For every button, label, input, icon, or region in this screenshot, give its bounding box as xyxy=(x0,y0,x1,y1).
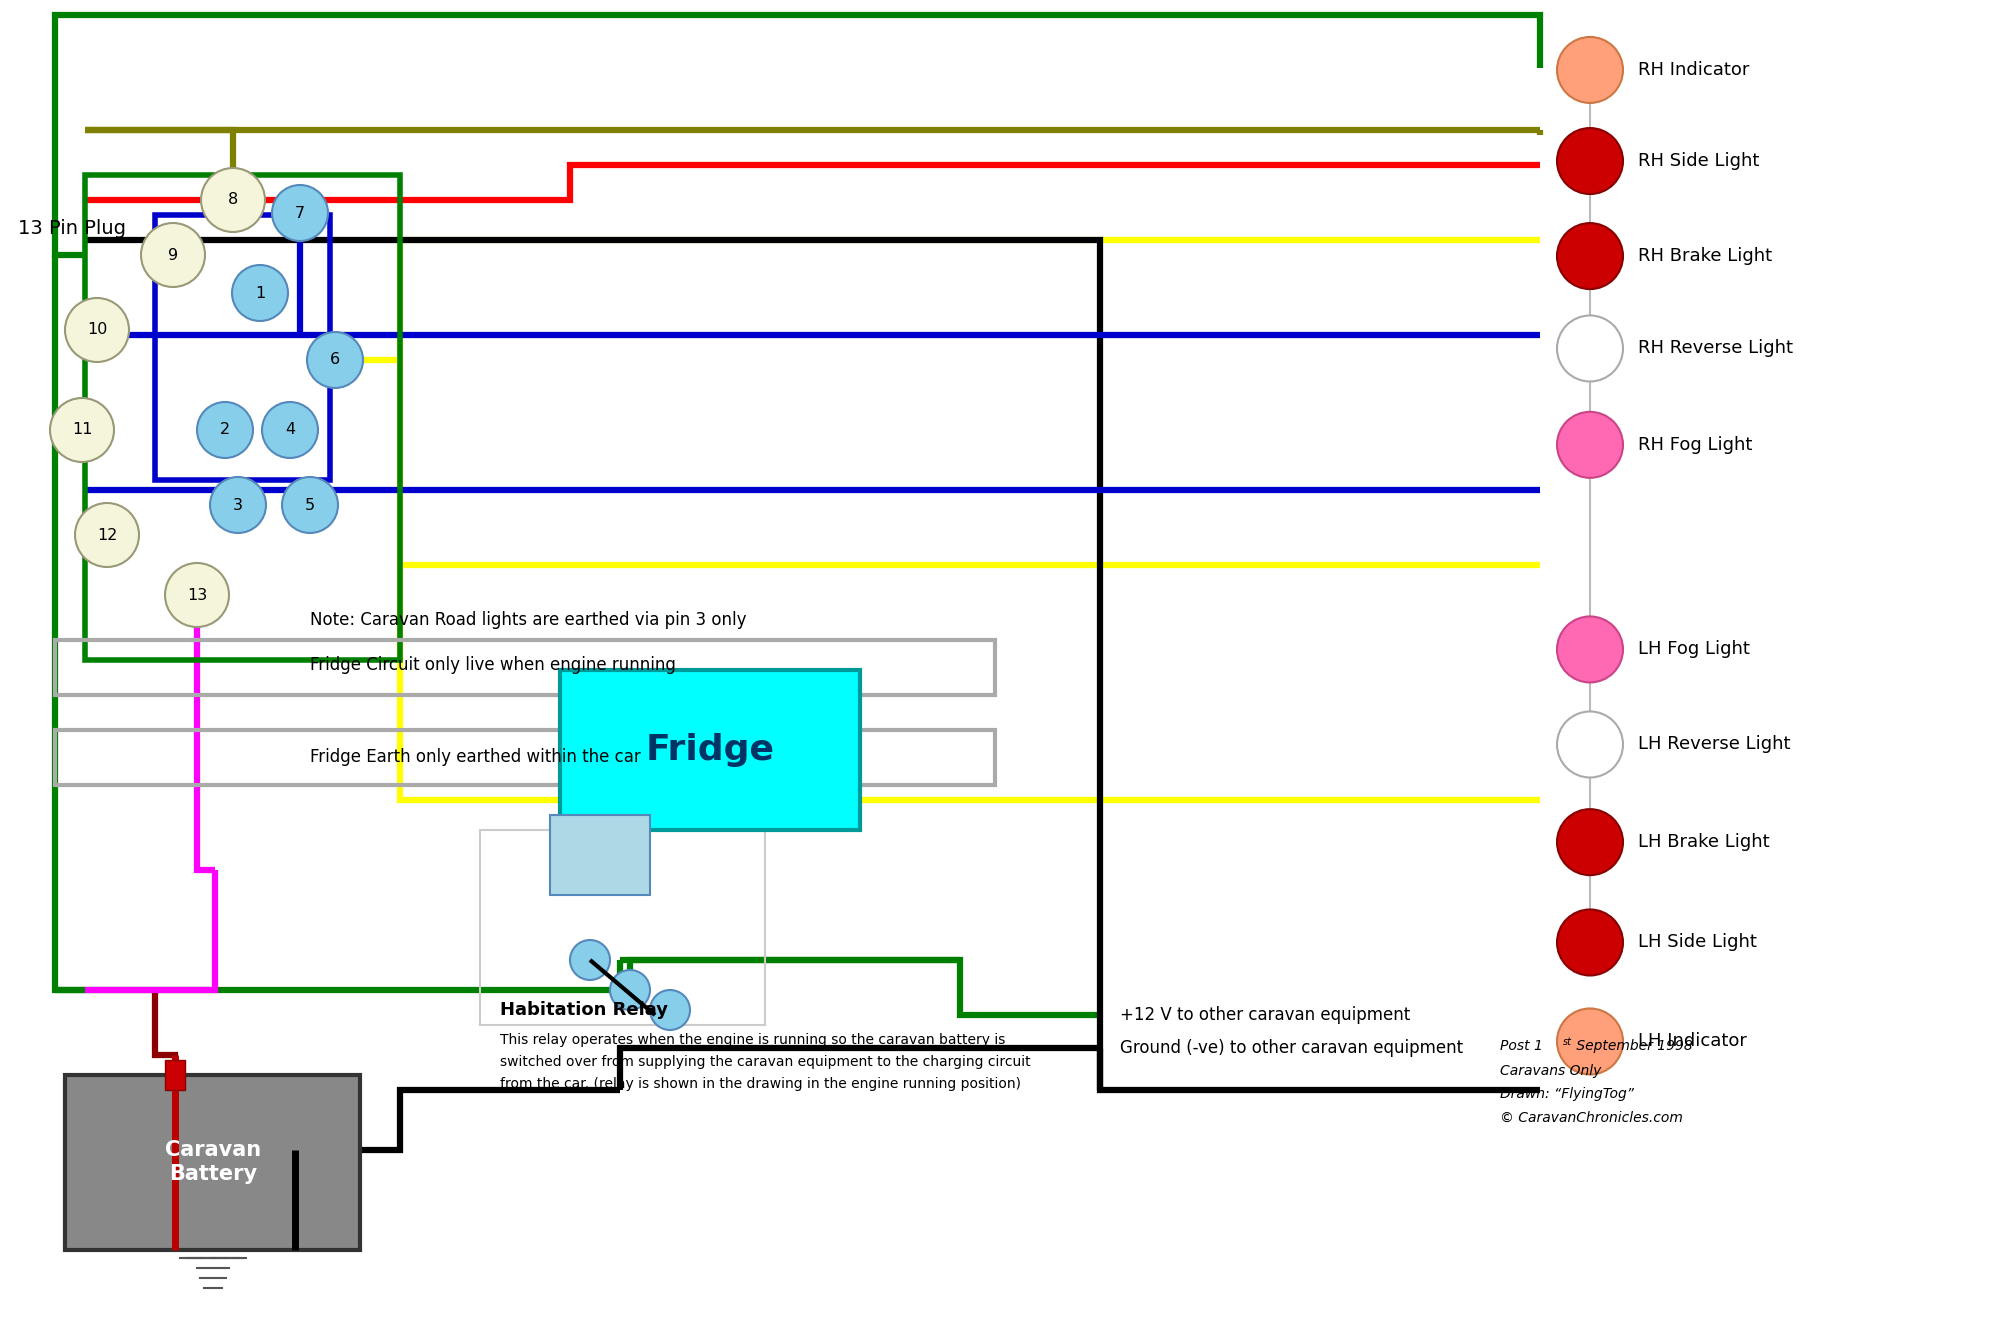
Text: 2: 2 xyxy=(220,422,230,437)
Circle shape xyxy=(1556,128,1624,194)
Bar xyxy=(480,830,764,1026)
Circle shape xyxy=(650,990,690,1030)
Text: Caravans Only: Caravans Only xyxy=(1500,1064,1602,1078)
Text: Fridge: Fridge xyxy=(646,733,774,767)
Text: Fridge Earth only earthed within the car: Fridge Earth only earthed within the car xyxy=(310,748,640,766)
Text: 6: 6 xyxy=(330,352,340,367)
Circle shape xyxy=(308,333,364,388)
Text: RH Fog Light: RH Fog Light xyxy=(1638,436,1752,454)
Bar xyxy=(84,176,400,660)
Text: st: st xyxy=(1564,1038,1572,1047)
Circle shape xyxy=(76,503,140,568)
Text: RH Reverse Light: RH Reverse Light xyxy=(1638,339,1792,358)
Bar xyxy=(64,1074,360,1250)
Circle shape xyxy=(210,477,266,533)
Circle shape xyxy=(1556,909,1624,975)
Text: RH Brake Light: RH Brake Light xyxy=(1638,247,1772,265)
Circle shape xyxy=(1556,616,1624,682)
Bar xyxy=(56,730,996,785)
Text: +12 V to other caravan equipment: +12 V to other caravan equipment xyxy=(1120,1006,1410,1024)
Circle shape xyxy=(64,298,128,362)
Text: LH Indicator: LH Indicator xyxy=(1638,1032,1746,1051)
Circle shape xyxy=(196,403,252,458)
Text: 9: 9 xyxy=(168,248,178,263)
Text: 12: 12 xyxy=(96,528,118,543)
Text: Post 1: Post 1 xyxy=(1500,1039,1542,1053)
Text: from the car. (relay is shown in the drawing in the engine running position): from the car. (relay is shown in the dra… xyxy=(500,1077,1022,1092)
Bar xyxy=(164,1060,184,1090)
Text: Fridge Circuit only live when engine running: Fridge Circuit only live when engine run… xyxy=(310,656,676,675)
Circle shape xyxy=(140,223,206,286)
Text: 8: 8 xyxy=(228,193,238,207)
Text: LH Side Light: LH Side Light xyxy=(1638,933,1756,952)
Text: LH Reverse Light: LH Reverse Light xyxy=(1638,735,1790,754)
Circle shape xyxy=(50,399,114,462)
Text: This relay operates when the engine is running so the caravan battery is: This relay operates when the engine is r… xyxy=(500,1034,1006,1047)
Circle shape xyxy=(1556,1008,1624,1074)
Bar xyxy=(56,640,996,696)
Bar xyxy=(550,814,650,895)
Circle shape xyxy=(282,477,338,533)
Text: 7: 7 xyxy=(294,206,306,220)
Text: switched over from supplying the caravan equipment to the charging circuit: switched over from supplying the caravan… xyxy=(500,1055,1030,1069)
Text: RH Side Light: RH Side Light xyxy=(1638,152,1760,170)
Text: 3: 3 xyxy=(232,498,244,512)
Circle shape xyxy=(1556,315,1624,381)
Circle shape xyxy=(1556,37,1624,103)
Text: 1: 1 xyxy=(254,285,266,301)
Circle shape xyxy=(272,185,328,242)
Text: 5: 5 xyxy=(304,498,316,512)
Text: September 1998: September 1998 xyxy=(1572,1039,1692,1053)
Text: 13 Pin Plug: 13 Pin Plug xyxy=(18,219,126,238)
Text: 13: 13 xyxy=(186,587,208,602)
Text: RH Indicator: RH Indicator xyxy=(1638,61,1750,79)
Bar xyxy=(156,215,330,480)
Circle shape xyxy=(262,403,318,458)
Text: Habitation Relay: Habitation Relay xyxy=(500,1001,668,1019)
Circle shape xyxy=(200,168,264,232)
Text: © CaravanChronicles.com: © CaravanChronicles.com xyxy=(1500,1111,1682,1125)
Circle shape xyxy=(1556,711,1624,777)
Text: Caravan
Battery: Caravan Battery xyxy=(164,1140,262,1184)
Text: 10: 10 xyxy=(86,322,108,338)
Circle shape xyxy=(1556,809,1624,875)
Circle shape xyxy=(232,265,288,321)
Circle shape xyxy=(1556,223,1624,289)
Text: Ground (-ve) to other caravan equipment: Ground (-ve) to other caravan equipment xyxy=(1120,1039,1464,1057)
Text: Drawn: “FlyingTog”: Drawn: “FlyingTog” xyxy=(1500,1086,1634,1101)
Circle shape xyxy=(164,564,228,627)
Text: LH Fog Light: LH Fog Light xyxy=(1638,640,1750,659)
Text: Note: Caravan Road lights are earthed via pin 3 only: Note: Caravan Road lights are earthed vi… xyxy=(310,611,746,630)
Circle shape xyxy=(610,970,650,1010)
Circle shape xyxy=(1556,412,1624,478)
Bar xyxy=(560,671,860,830)
Text: LH Brake Light: LH Brake Light xyxy=(1638,833,1770,851)
Circle shape xyxy=(570,940,610,979)
Text: 4: 4 xyxy=(284,422,296,437)
Text: 11: 11 xyxy=(72,422,92,437)
